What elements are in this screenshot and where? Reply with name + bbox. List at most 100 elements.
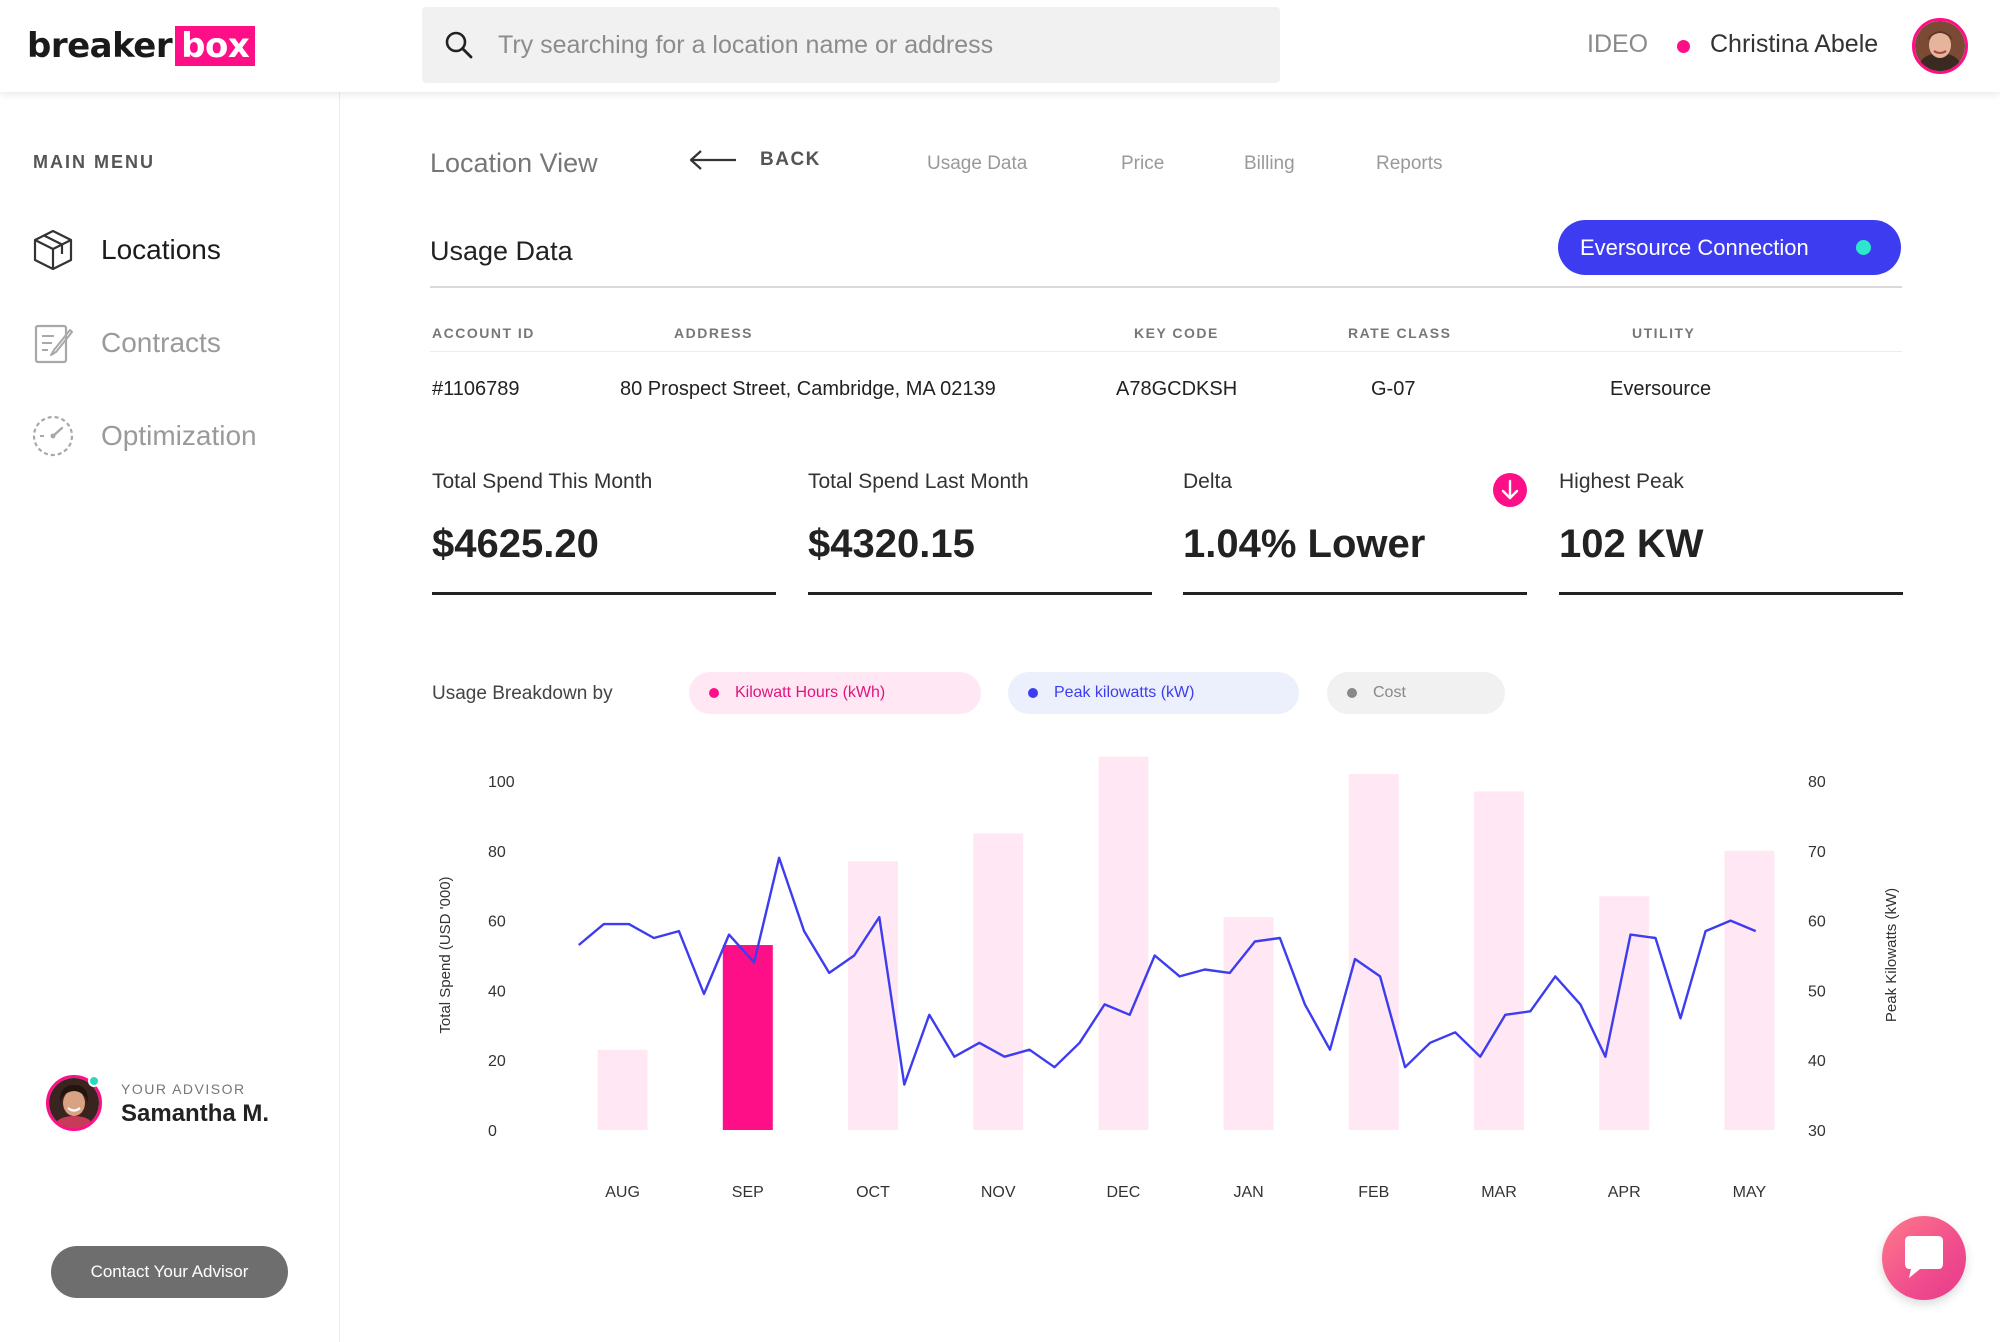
- sidebar-item-optimization[interactable]: Optimization: [30, 413, 257, 459]
- logo-text-box: box: [175, 26, 256, 66]
- chart-bar-oct: [848, 861, 898, 1130]
- advisor-caption: YOUR ADVISOR: [121, 1081, 246, 1097]
- chart-bar-apr: [1599, 896, 1650, 1130]
- x-tick-label: AUG: [605, 1184, 640, 1201]
- stat-value: 1.04% Lower: [1183, 522, 1426, 566]
- cell-utility: Eversource: [1610, 378, 1712, 400]
- document-edit-icon: [34, 324, 73, 364]
- status-dot: [1677, 40, 1690, 53]
- tab-usage-data[interactable]: Usage Data: [927, 153, 1028, 174]
- pill-dot: [1347, 688, 1357, 698]
- y-tick-label: 0: [488, 1123, 497, 1140]
- stat-value: $4320.15: [808, 522, 975, 566]
- stat-total-spend-this-month: Total Spend This Month $4625.20: [432, 470, 776, 595]
- x-tick-label: JAN: [1233, 1184, 1263, 1201]
- x-tick-label: APR: [1608, 1184, 1641, 1201]
- breakerbox-logo[interactable]: breaker box: [27, 26, 256, 66]
- chart-bar-mar: [1474, 791, 1524, 1130]
- cell-rate-class: G-07: [1371, 378, 1416, 400]
- connection-status-dot: [1856, 240, 1871, 255]
- cube-icon: [33, 229, 73, 271]
- section-title: Usage Data: [430, 236, 573, 266]
- arrow-left-icon: [689, 150, 736, 170]
- table-header-rate-class: RATE CLASS: [1348, 325, 1452, 341]
- cell-address: 80 Prospect Street, Cambridge, MA 02139: [620, 378, 996, 400]
- back-label: BACK: [760, 149, 821, 170]
- pill-label: Peak kilowatts (kW): [1054, 684, 1195, 701]
- sidebar: MAIN MENU Locations Contracts Optimizati…: [0, 92, 340, 1342]
- section-divider: [430, 286, 1902, 288]
- x-tick-label: OCT: [856, 1184, 890, 1201]
- sidebar-item-label: Contracts: [101, 327, 221, 358]
- pill-dot: [709, 688, 719, 698]
- chart-bar-feb: [1348, 774, 1399, 1130]
- cell-key-code: A78GCDKSH: [1116, 378, 1238, 400]
- stat-underline: [808, 592, 1152, 595]
- arrow-down-circle-icon: [1493, 473, 1527, 507]
- search-input[interactable]: [498, 30, 1258, 60]
- connection-label: Eversource Connection: [1580, 234, 1809, 260]
- tab-billing[interactable]: Billing: [1244, 153, 1295, 174]
- pill-peak-kilowatts[interactable]: Peak kilowatts (kW): [1008, 672, 1299, 714]
- chart-line-peak-kw: [578, 856, 1757, 1086]
- advisor-name: Samantha M.: [121, 1100, 270, 1127]
- tab-price[interactable]: Price: [1121, 153, 1165, 174]
- online-indicator: [88, 1075, 100, 1087]
- stat-delta: Delta 1.04% Lower: [1183, 470, 1527, 595]
- cell-account-id: #1106789: [432, 378, 520, 400]
- user-name[interactable]: Christina Abele: [1710, 30, 1879, 58]
- pill-label: Kilowatt Hours (kWh): [735, 684, 886, 701]
- chat-bubble-icon: [1905, 1236, 1943, 1278]
- y2-tick-label: 80: [1808, 774, 1826, 791]
- sidebar-item-label: Locations: [101, 234, 221, 265]
- x-tick-label: MAR: [1481, 1184, 1517, 1201]
- stat-value: 102 KW: [1559, 522, 1704, 566]
- user-avatar[interactable]: [1912, 18, 1968, 74]
- chart-bar-aug: [597, 1049, 648, 1130]
- y2-axis-title: Peak Kilowatts (kW): [1883, 888, 1900, 1022]
- pill-cost[interactable]: Cost: [1327, 672, 1505, 714]
- page-title: Location View: [430, 148, 598, 178]
- sidebar-item-locations[interactable]: Locations: [30, 227, 221, 273]
- y2-tick-label: 40: [1808, 1053, 1826, 1070]
- tab-reports[interactable]: Reports: [1376, 153, 1443, 174]
- breakdown-label: Usage Breakdown by: [432, 683, 613, 704]
- connection-button[interactable]: Eversource Connection: [1558, 220, 1901, 275]
- table-header-utility: UTILITY: [1632, 325, 1696, 341]
- chart-bar-jan: [1223, 917, 1274, 1130]
- contact-advisor-button[interactable]: Contact Your Advisor: [51, 1246, 288, 1298]
- sidebar-item-contracts[interactable]: Contracts: [30, 320, 221, 366]
- advisor-avatar[interactable]: [46, 1075, 102, 1131]
- organization-label: IDEO: [1587, 30, 1649, 58]
- chart-bar-may: [1724, 850, 1775, 1130]
- search-icon[interactable]: [444, 30, 474, 60]
- stat-total-spend-last-month: Total Spend Last Month $4320.15: [808, 470, 1152, 595]
- table-header-address: ADDRESS: [674, 325, 753, 341]
- chart-bar-nov: [973, 833, 1024, 1130]
- pill-label: Cost: [1373, 684, 1406, 701]
- logo-text-breaker: breaker: [27, 26, 173, 66]
- chart-bar-dec: [1098, 756, 1149, 1130]
- y2-tick-label: 30: [1808, 1123, 1826, 1140]
- main-menu-title: MAIN MENU: [33, 152, 155, 172]
- table-header-key-code: KEY CODE: [1134, 325, 1219, 341]
- x-tick-label: DEC: [1107, 1184, 1141, 1201]
- usage-breakdown-chart: 0 20 40 60 80 100 30 40 50 60 70 80 AUG SEP OCT NOV DEC J…: [437, 756, 1900, 1201]
- pill-kilowatt-hours[interactable]: Kilowatt Hours (kWh): [689, 672, 981, 714]
- x-tick-label: NOV: [981, 1184, 1016, 1201]
- y-tick-label: 80: [488, 844, 506, 861]
- stat-value: $4625.20: [432, 522, 599, 566]
- y-tick-label: 20: [488, 1053, 506, 1070]
- y2-tick-label: 50: [1808, 983, 1826, 1000]
- x-tick-label: MAY: [1733, 1184, 1767, 1201]
- y2-tick-label: 60: [1808, 914, 1826, 931]
- stat-underline: [1559, 592, 1903, 595]
- stat-highest-peak: Highest Peak 102 KW: [1559, 470, 1903, 595]
- stat-label: Delta: [1183, 470, 1233, 493]
- top-header: breaker box IDEO Christina Abele: [0, 0, 2000, 92]
- gauge-icon: [32, 415, 74, 457]
- pill-dot: [1028, 688, 1038, 698]
- back-button[interactable]: BACK: [688, 148, 821, 172]
- chat-button[interactable]: [1882, 1216, 1966, 1300]
- x-tick-label: FEB: [1358, 1184, 1389, 1201]
